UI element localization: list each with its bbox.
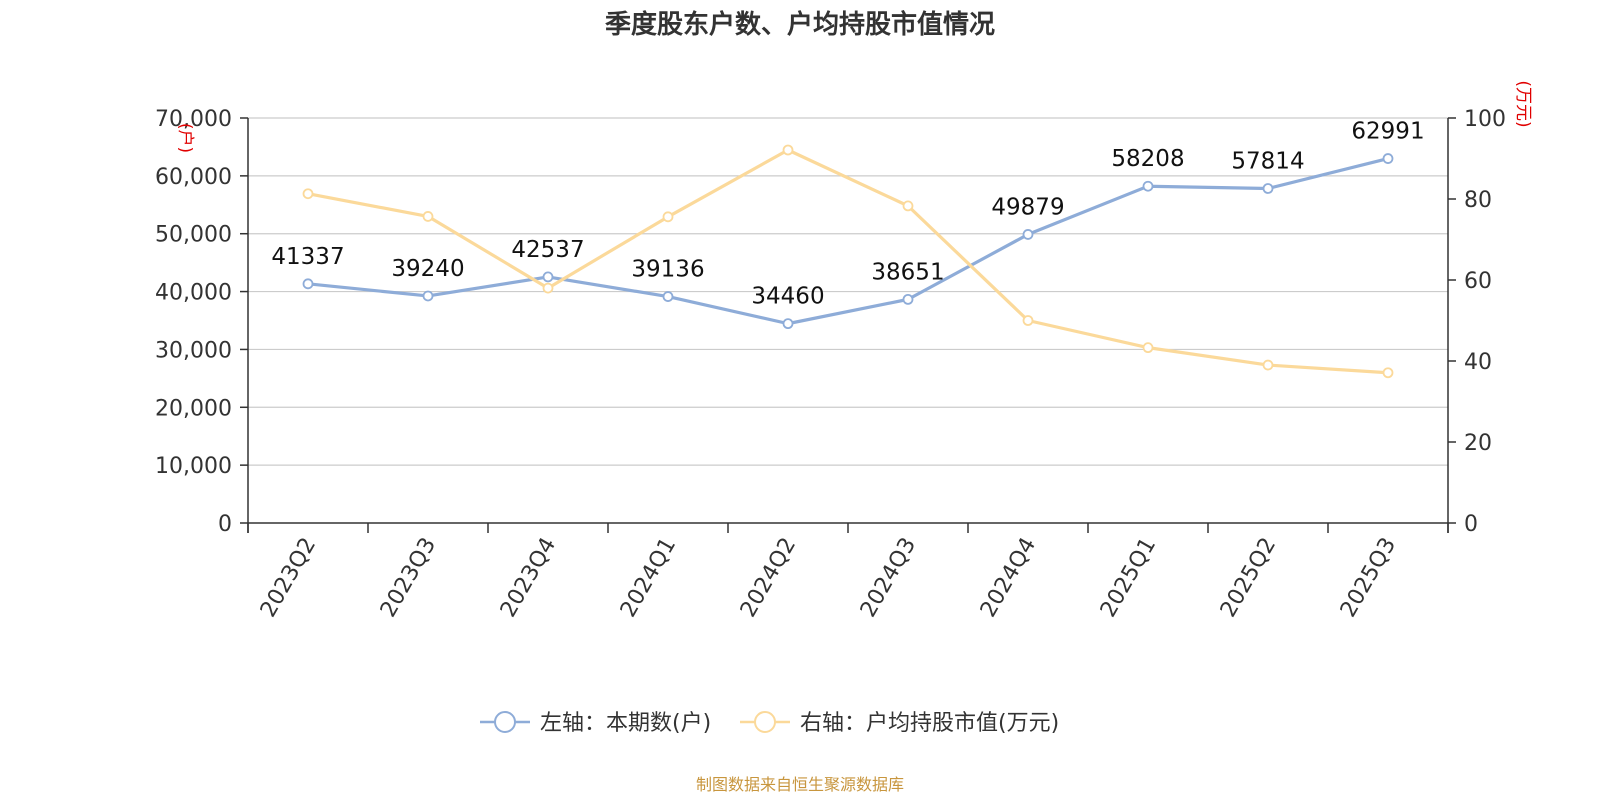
right-axis-tick-label: 40 xyxy=(1464,350,1492,375)
left-axis-tick-label: 30,000 xyxy=(155,338,232,363)
right-axis-tick-label: 0 xyxy=(1464,512,1478,537)
right-axis-tick-labels: 0 20 40 60 80 100 xyxy=(1464,107,1506,537)
x-axis-tick-label: 2025Q3 xyxy=(1336,534,1401,622)
data-point-right[interactable] xyxy=(1022,315,1034,326)
left-axis-tick-label: 60,000 xyxy=(155,165,232,190)
x-axis-tick-label: 2024Q2 xyxy=(736,534,801,622)
source-note: 制图数据来自恒生聚源数据库 xyxy=(696,775,904,794)
data-label: 41337 xyxy=(271,244,344,270)
x-axis-tick-label: 2023Q4 xyxy=(496,534,561,622)
x-axis-tick-label: 2024Q3 xyxy=(856,534,921,622)
legend-marker-left xyxy=(494,711,516,733)
right-axis-unit: (万元) xyxy=(1513,80,1533,127)
legend-label-right: 右轴：户均持股市值(万元) xyxy=(800,711,1059,736)
data-point-left[interactable] xyxy=(1382,153,1394,164)
data-label: 62991 xyxy=(1351,119,1424,145)
data-point-right[interactable] xyxy=(782,144,794,156)
data-point-left[interactable] xyxy=(782,318,794,330)
x-axis-tick-labels: 2023Q2 2023Q3 2023Q4 2024Q1 2024Q2 2024Q3 2024… xyxy=(256,534,1401,622)
data-point-right[interactable] xyxy=(662,211,674,223)
legend[interactable]: 左轴：本期数(户) 右轴：户均持股市值(万元) xyxy=(480,711,1059,736)
data-point-right[interactable] xyxy=(1262,359,1274,371)
data-point-right[interactable] xyxy=(302,188,314,200)
data-label: 42537 xyxy=(511,237,584,263)
data-label: 57814 xyxy=(1231,149,1304,175)
data-label: 39136 xyxy=(631,257,704,283)
x-axis-tick-label: 2023Q2 xyxy=(256,534,321,622)
legend-label-left: 左轴：本期数(户) xyxy=(540,711,711,736)
data-point-left[interactable] xyxy=(422,290,434,302)
data-label: 58208 xyxy=(1111,146,1184,172)
series-line-left xyxy=(307,156,1389,326)
right-axis-tick-label: 100 xyxy=(1464,107,1506,132)
data-point-left[interactable] xyxy=(302,278,314,290)
left-axis-tick-label: 20,000 xyxy=(155,396,232,421)
left-axis-tick-label: 50,000 xyxy=(155,223,232,248)
data-point-right[interactable] xyxy=(902,200,914,212)
series-line-right xyxy=(307,148,1389,375)
data-point-left[interactable] xyxy=(1142,180,1154,192)
chart-title: 季度股东户数、户均持股市值情况 xyxy=(605,9,995,40)
x-axis-tick-label: 2024Q4 xyxy=(976,534,1041,622)
data-label: 34460 xyxy=(751,284,824,310)
legend-marker-right xyxy=(754,711,776,733)
right-axis-tick-label: 60 xyxy=(1464,269,1492,294)
data-point-right[interactable] xyxy=(1382,367,1394,379)
right-axis-tick-label: 80 xyxy=(1464,188,1492,213)
left-axis-unit: (户) xyxy=(175,123,195,153)
left-axis-tick-label: 10,000 xyxy=(155,454,232,479)
left-axis-tick-label: 0 xyxy=(218,512,232,537)
data-point-right[interactable] xyxy=(422,211,434,222)
series xyxy=(302,144,1394,379)
data-label: 38651 xyxy=(871,259,944,285)
x-axis-tick-label: 2024Q1 xyxy=(616,534,681,622)
left-axis-tick-label: 70,000 xyxy=(155,107,232,132)
data-point-left[interactable] xyxy=(1262,183,1274,194)
left-axis-tick-label: 40,000 xyxy=(155,281,232,306)
x-axis-tick-label: 2023Q3 xyxy=(376,534,441,622)
data-label: 39240 xyxy=(391,256,464,282)
axes xyxy=(240,117,1456,533)
data-point-left[interactable] xyxy=(542,271,554,283)
data-point-left[interactable] xyxy=(662,291,674,302)
x-axis-tick-label: 2025Q1 xyxy=(1096,534,1161,622)
data-point-left[interactable] xyxy=(1022,229,1034,240)
x-axis-tick-label: 2025Q2 xyxy=(1216,534,1281,622)
legend-item-left-series[interactable]: 左轴：本期数(户) xyxy=(480,711,711,736)
right-axis-tick-label: 20 xyxy=(1464,431,1492,456)
legend-item-right-series[interactable]: 右轴：户均持股市值(万元) xyxy=(740,711,1059,736)
data-point-left[interactable] xyxy=(902,293,914,305)
data-label: 49879 xyxy=(991,194,1064,220)
left-axis-tick-labels: 0 10,000 20,000 30,000 40,000 50,000 60,000 70,… xyxy=(155,107,232,537)
data-labels: 41337 39240 42537 39136 34460 38651 49879 58208… xyxy=(271,119,1424,310)
data-point-right[interactable] xyxy=(542,282,554,294)
data-point-right[interactable] xyxy=(1142,342,1154,354)
